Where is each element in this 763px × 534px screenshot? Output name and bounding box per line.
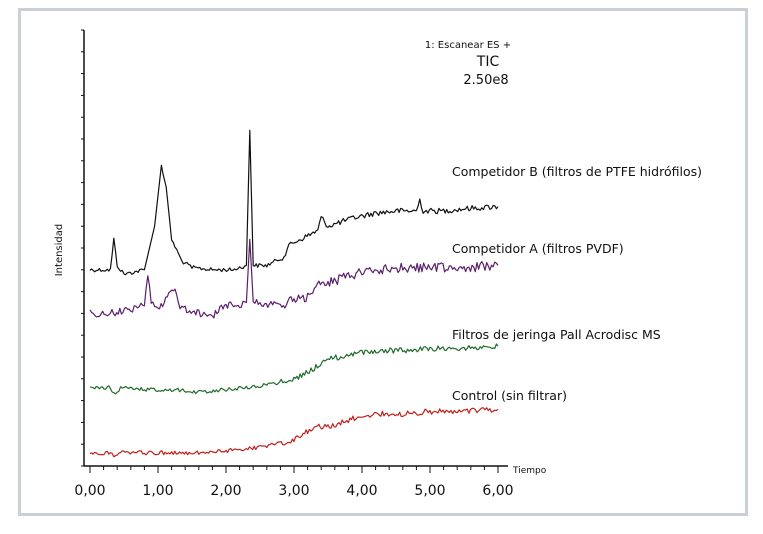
x-tick-label: 0,00	[74, 483, 105, 499]
x-tick-label: 6,00	[482, 483, 513, 499]
y-axis-label: Intensidad	[54, 224, 65, 277]
x-tick-label: 3,00	[278, 483, 309, 499]
x-tick-label: 5,00	[414, 483, 445, 499]
series-line	[89, 343, 499, 395]
series-line	[89, 129, 499, 276]
series-label: Competidor A (filtros PVDF)	[452, 241, 624, 256]
header-scan: 1: Escanear ES +	[425, 40, 511, 51]
labels: Competidor B (filtros de PTFE hidrófilos…	[452, 164, 702, 403]
header-scale: 2.50e8	[463, 73, 508, 88]
x-tick-label: 4,00	[346, 483, 377, 499]
x-axis-label: Tiempo	[512, 466, 547, 476]
series-label: Control (sin filtrar)	[452, 388, 567, 403]
x-tick-label: 2,00	[210, 483, 241, 499]
traces	[89, 129, 499, 458]
header-mode: TIC	[476, 54, 500, 70]
axes: 0,00 1,00 2,00 3,00 4,00 5,00 6,00	[74, 29, 514, 499]
series-label: Competidor B (filtros de PTFE hidrófilos…	[452, 164, 702, 179]
series-line	[89, 407, 499, 458]
series-label: Filtros de jeringa Pall Acrodisc MS	[452, 327, 661, 342]
x-tick-label: 1,00	[142, 483, 173, 499]
series-line	[89, 238, 499, 319]
chart-frame	[18, 8, 748, 516]
